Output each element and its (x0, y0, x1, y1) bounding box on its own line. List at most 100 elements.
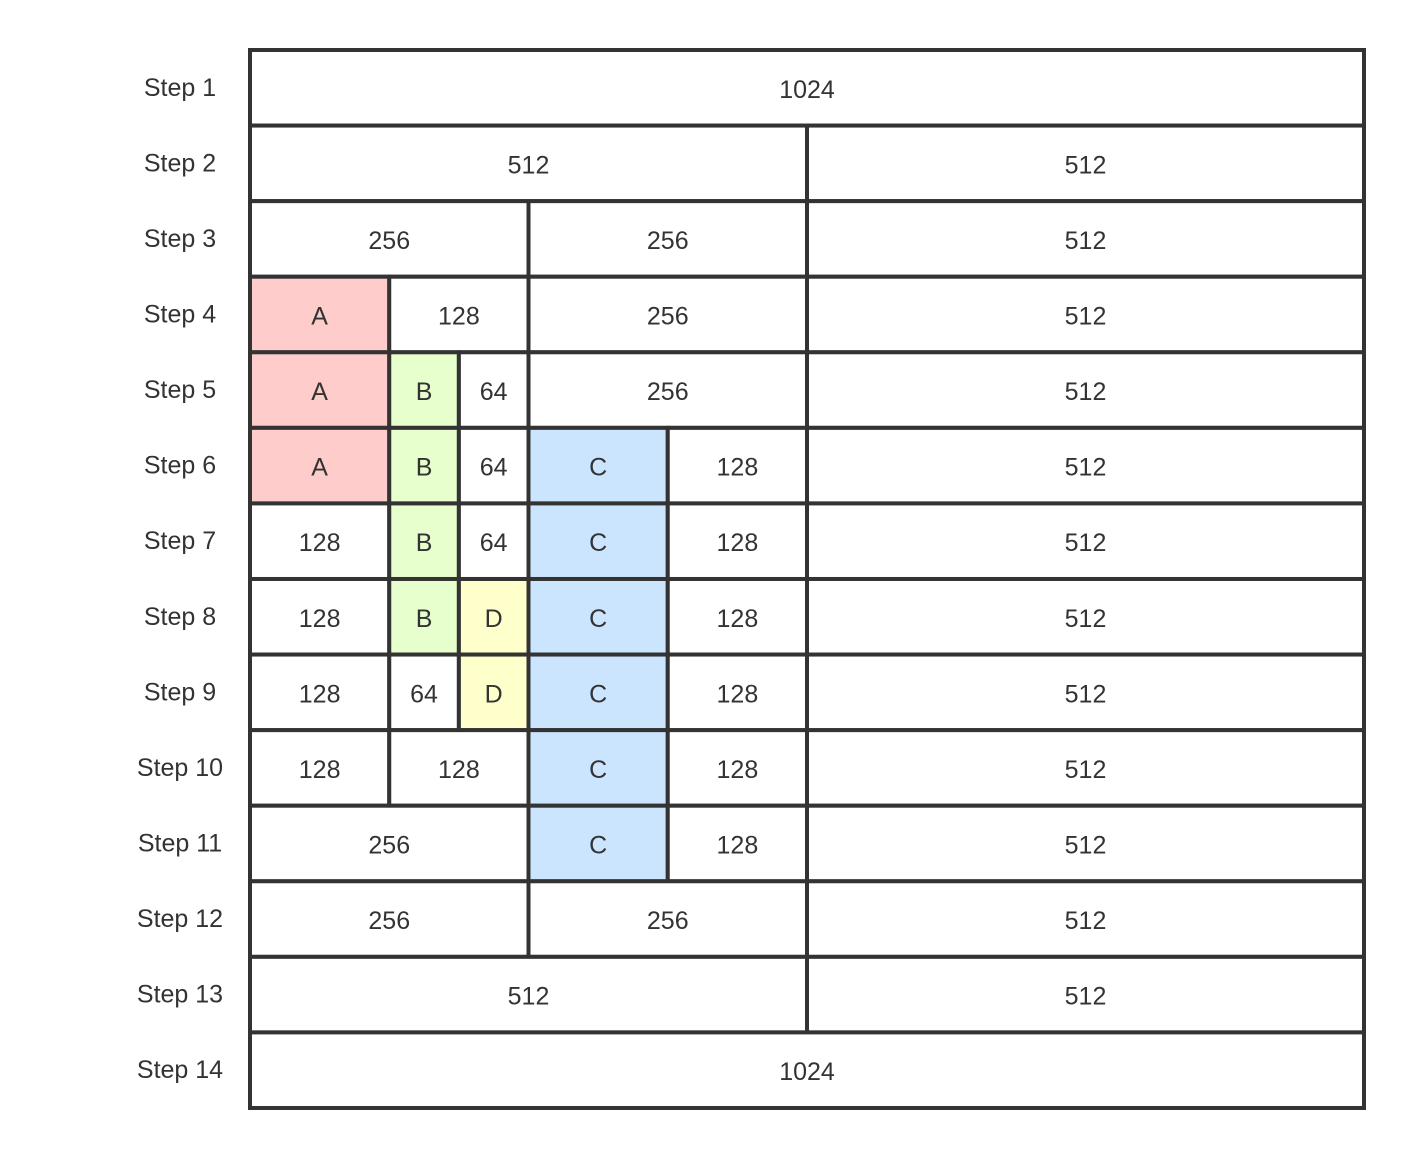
block-label: 128 (299, 605, 341, 633)
step-label: Step 13 (137, 981, 223, 1009)
free-block: 128 (665, 728, 809, 808)
step-label: Step 12 (137, 905, 223, 933)
grid-frame (248, 48, 1366, 1110)
free-block: 512 (805, 425, 1366, 506)
free-block: 512 (805, 728, 1366, 808)
block-label: A (311, 378, 328, 406)
block-cell (248, 123, 809, 204)
free-block: 1024 (248, 48, 1366, 128)
block-cell (248, 501, 392, 581)
free-block: 512 (805, 652, 1366, 733)
block-cell (805, 425, 1366, 506)
free-block: 256 (248, 199, 531, 279)
block-label: 512 (508, 151, 550, 179)
block-cell (805, 954, 1366, 1035)
step-label: Step 4 (144, 300, 216, 328)
block-cell (805, 199, 1366, 279)
block-cell (665, 425, 809, 506)
free-block: 512 (248, 954, 809, 1035)
free-block: 512 (805, 199, 1366, 279)
allocated-block-d: D (456, 576, 531, 657)
block-label: 256 (368, 227, 410, 255)
block-label: 512 (1065, 227, 1107, 255)
allocated-block-d: D (456, 652, 531, 733)
block-label: C (589, 454, 607, 482)
step-label: Step 2 (144, 149, 216, 177)
block-label: D (485, 605, 503, 633)
step-label: Step 14 (137, 1056, 223, 1084)
free-block: 1024 (248, 1030, 1366, 1110)
allocated-block-a: A (248, 274, 392, 355)
free-block: 128 (248, 652, 392, 733)
allocated-block-a: A (248, 350, 392, 430)
block-cell (526, 803, 670, 884)
block-label: 128 (717, 756, 759, 784)
allocated-block-a: A (248, 425, 392, 506)
block-label: 128 (717, 831, 759, 859)
step-label: Step 3 (144, 225, 216, 253)
step-labels: Step 1 Step 2 Step 3 Step 4 Step 5 Step 6 Step… (137, 74, 223, 1084)
block-label: 512 (1065, 680, 1107, 708)
block-cell (248, 879, 531, 959)
block-cell (248, 1030, 1366, 1110)
step-label: Step 6 (144, 452, 216, 480)
block-label: 256 (368, 831, 410, 859)
block-label: C (589, 680, 607, 708)
allocated-block-c: C (526, 576, 670, 657)
free-block: 512 (248, 123, 809, 204)
block-label: 1024 (779, 1058, 835, 1086)
block-label: C (589, 756, 607, 784)
block-label: 256 (647, 302, 689, 330)
block-cell (526, 350, 809, 430)
block-label: 512 (1065, 529, 1107, 557)
block-cell (248, 803, 531, 884)
block-label: 512 (1065, 907, 1107, 935)
free-block: 128 (248, 728, 392, 808)
block-cell (805, 501, 1366, 581)
block-label: 512 (1065, 378, 1107, 406)
block-label: 64 (480, 378, 508, 406)
free-block: 256 (248, 879, 531, 959)
free-block: 128 (665, 652, 809, 733)
free-block: 512 (805, 123, 1366, 204)
free-block: 128 (665, 803, 809, 884)
block-label: 256 (647, 378, 689, 406)
block-label: 512 (1065, 151, 1107, 179)
free-block: 512 (805, 350, 1366, 430)
block-label: A (311, 454, 328, 482)
step-label: Step 11 (138, 829, 222, 857)
free-block: 64 (456, 501, 531, 581)
block-label: 512 (1065, 983, 1107, 1011)
block-label: 256 (647, 227, 689, 255)
block-cell (526, 425, 670, 506)
block-label: B (416, 605, 433, 633)
block-label: 512 (1065, 454, 1107, 482)
free-block: 256 (526, 274, 809, 355)
block-label: 512 (1065, 831, 1107, 859)
free-block: 256 (526, 350, 809, 430)
free-block: 128 (665, 576, 809, 657)
block-label: C (589, 529, 607, 557)
block-cell (805, 879, 1366, 959)
free-block: 128 (665, 501, 809, 581)
block-cell (387, 425, 461, 506)
block-cell (805, 803, 1366, 884)
step-label: Step 5 (144, 376, 216, 404)
allocated-block-c: C (526, 425, 670, 506)
block-label: 64 (480, 529, 508, 557)
free-block: 256 (526, 199, 809, 279)
free-block: 128 (387, 274, 531, 355)
block-label: 128 (299, 756, 341, 784)
block-label: 256 (368, 907, 410, 935)
step-label: Step 8 (144, 603, 216, 631)
allocated-block-b: B (387, 501, 461, 581)
free-block: 128 (248, 576, 392, 657)
block-cell (526, 879, 809, 959)
block-cell (387, 274, 531, 355)
block-label: 512 (1065, 756, 1107, 784)
free-block: 128 (387, 728, 531, 808)
free-block: 128 (248, 501, 392, 581)
free-block: 512 (805, 501, 1366, 581)
block-label: B (416, 378, 433, 406)
